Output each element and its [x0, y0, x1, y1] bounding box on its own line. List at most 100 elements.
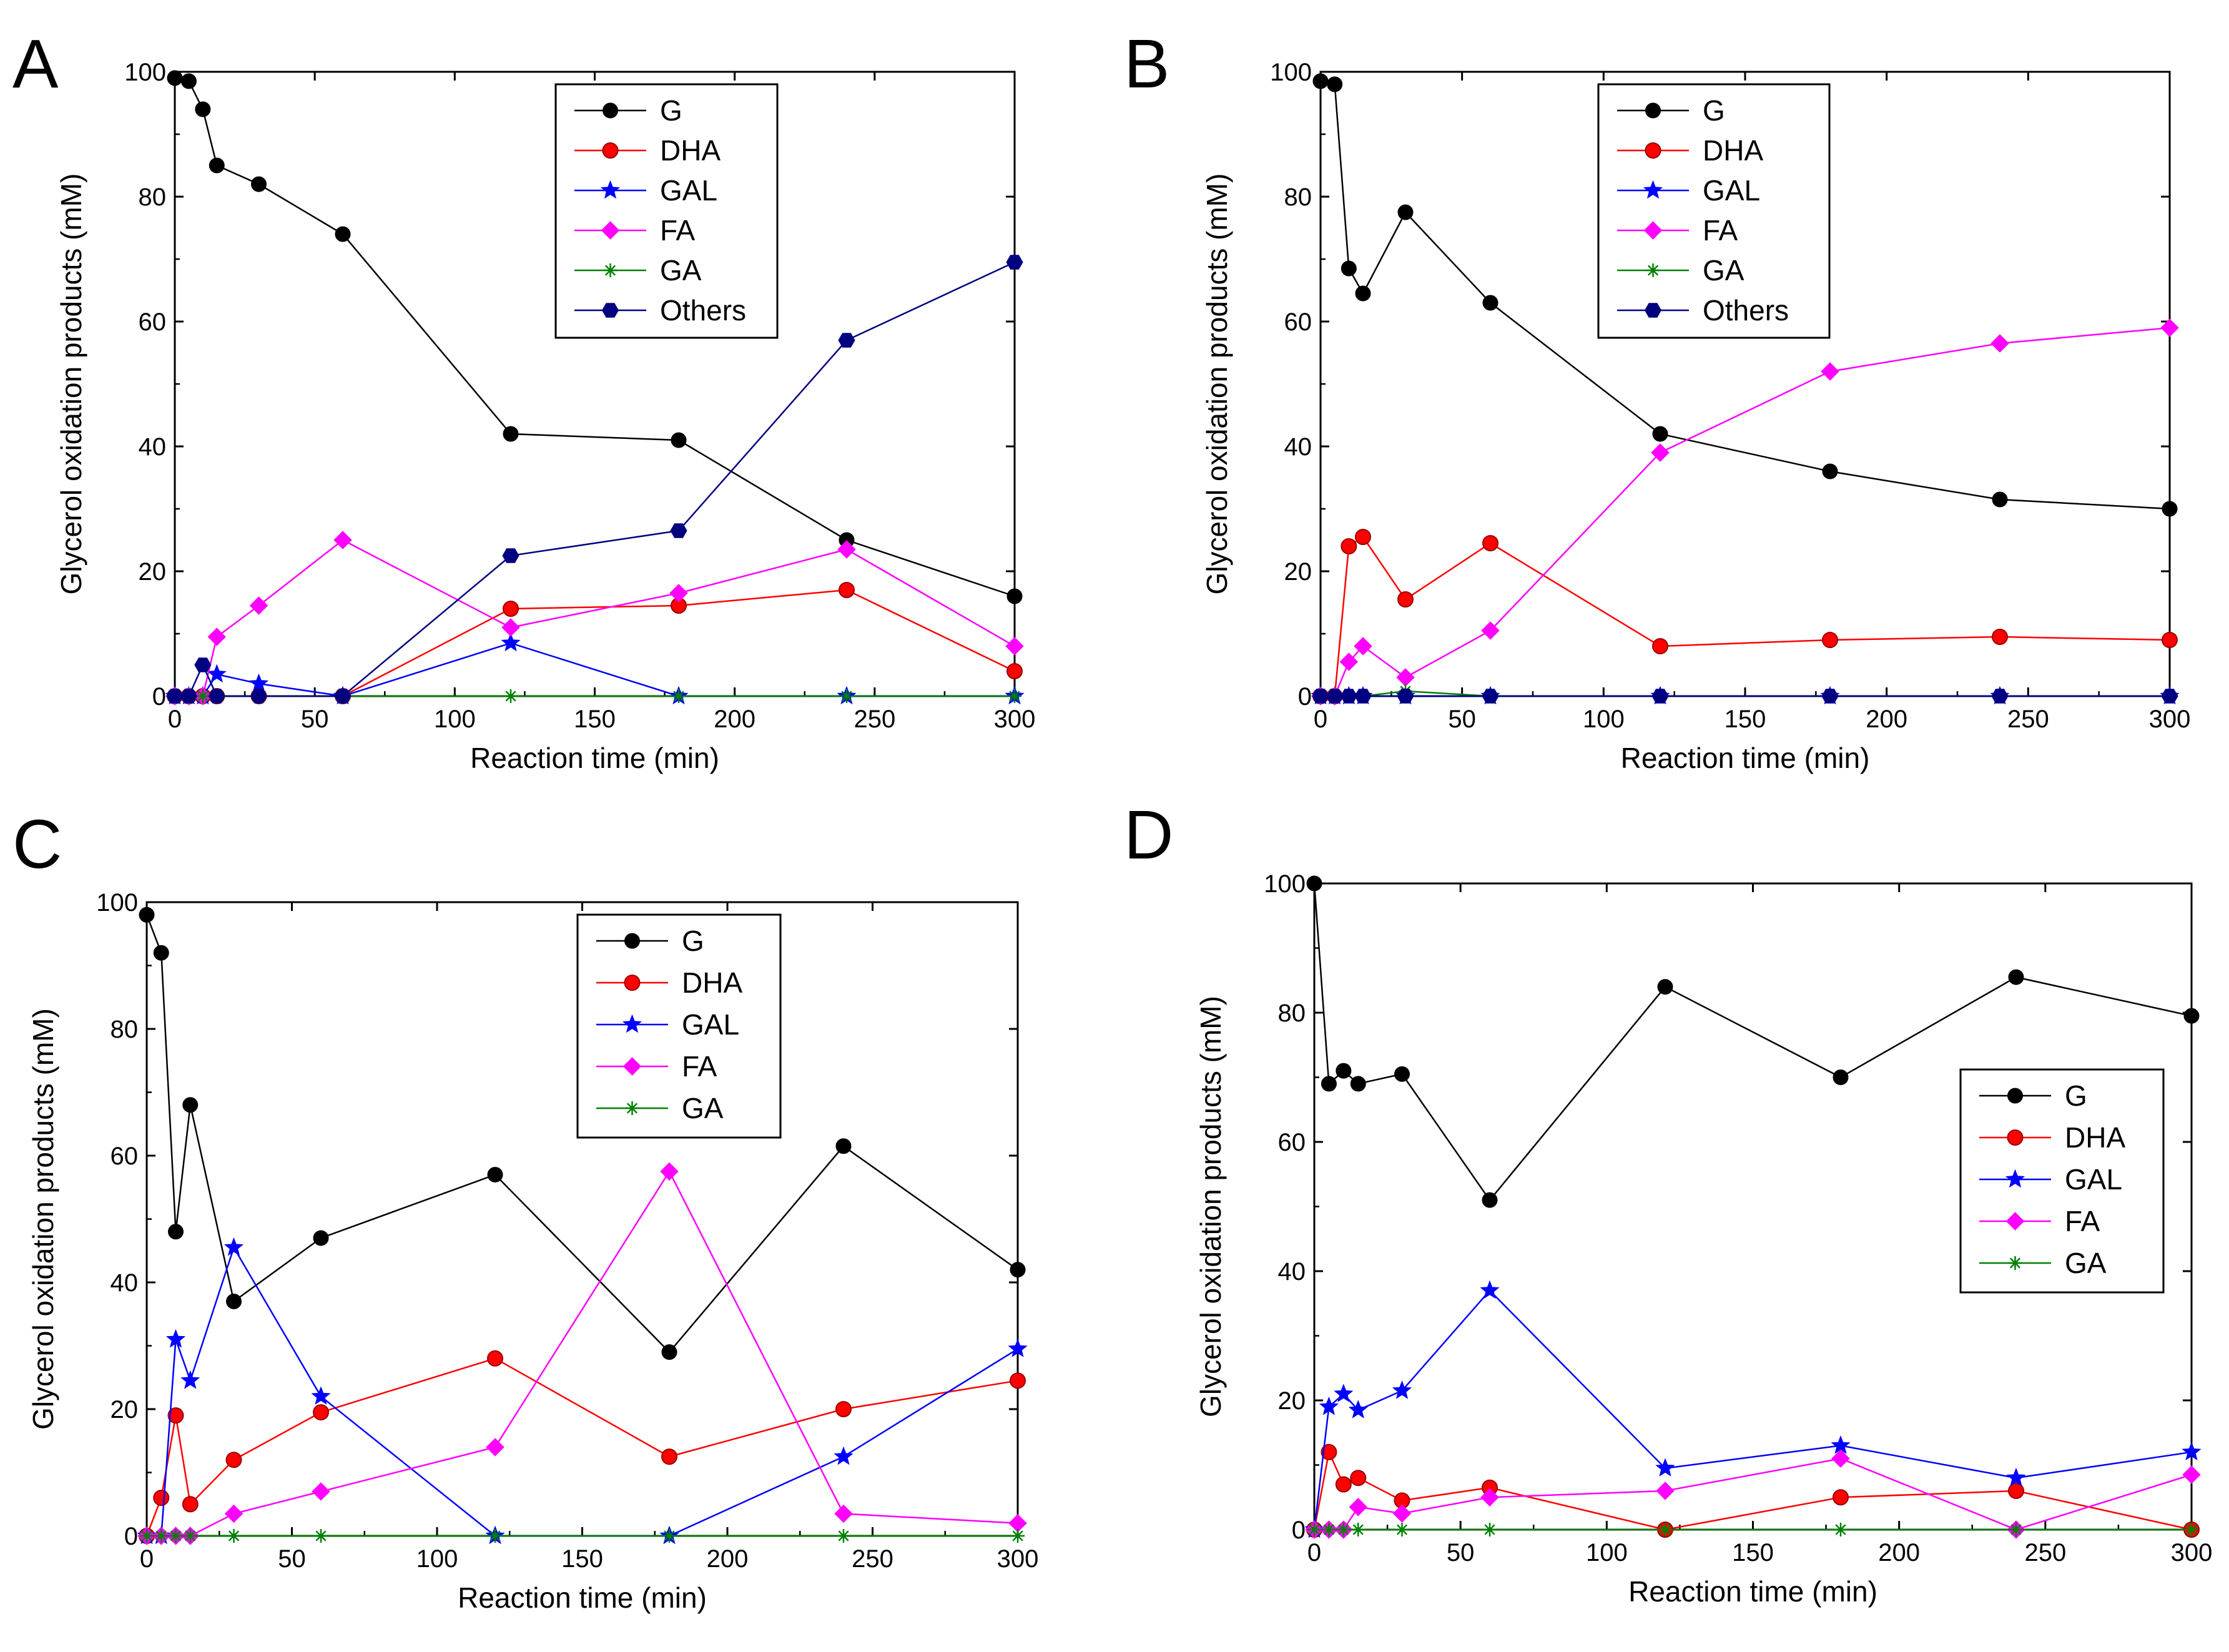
series-g — [167, 70, 1023, 604]
data-point-ga — [488, 1529, 502, 1543]
data-point-g — [209, 157, 225, 174]
y-tick-label: 60 — [1284, 308, 1312, 336]
data-point-dha — [1321, 1443, 1337, 1460]
data-point-ga — [1395, 1523, 1409, 1536]
x-tick-label: 100 — [416, 1545, 458, 1573]
data-point-ga — [837, 1529, 850, 1543]
legend-entry-ga: GA — [1979, 1247, 2107, 1279]
legend-entry-dha: DHA — [1979, 1121, 2125, 1154]
data-point-others — [838, 333, 855, 348]
data-point-others — [1340, 689, 1357, 704]
x-tick-label: 250 — [2024, 1539, 2066, 1566]
legend-label: GA — [660, 254, 702, 287]
legend-label: GA — [1703, 254, 1744, 287]
y-tick-label: 20 — [139, 558, 167, 586]
data-point-gal — [1480, 1280, 1500, 1299]
data-point-others — [1006, 255, 1023, 270]
y-tick-label: 20 — [1278, 1387, 1306, 1415]
legend-entry-ga: GA — [574, 254, 702, 287]
data-point-gal — [1319, 1396, 1339, 1415]
legend-marker-ga — [625, 1101, 639, 1115]
y-axis-title: Glycerol oxidation products (mM) — [27, 1008, 59, 1430]
y-tick-label: 80 — [1284, 184, 1312, 211]
data-point-fa — [1005, 637, 1024, 656]
data-point-ga — [183, 1529, 197, 1543]
data-point-dha — [1397, 591, 1414, 607]
series-line-gal — [1313, 1289, 2192, 1530]
data-point-dha — [1652, 638, 1668, 654]
y-axis-title: Glycerol oxidation products (mM) — [1194, 996, 1227, 1417]
legend-marker-fa — [2005, 1212, 2025, 1231]
legend-marker-others — [601, 303, 619, 318]
legend-marker-ga — [603, 263, 618, 277]
data-point-others — [1326, 689, 1344, 704]
legend-label: GAL — [2065, 1163, 2122, 1196]
y-tick-label: 60 — [139, 308, 167, 336]
data-point-others — [1821, 689, 1839, 704]
data-point-dha — [1010, 1372, 1026, 1389]
data-point-g — [1350, 1076, 1366, 1092]
data-point-g — [1397, 204, 1414, 220]
legend-label: GAL — [660, 174, 717, 207]
data-point-fa — [1821, 362, 1839, 381]
legend-box — [576, 913, 782, 1139]
x-tick-label: 250 — [852, 1545, 893, 1573]
y-tick-label: 40 — [1284, 433, 1312, 461]
legend-entry-g: G — [1617, 94, 1725, 127]
legend-marker-gal — [600, 180, 621, 199]
legend-label: G — [1703, 94, 1725, 127]
legend-entry-others: Others — [1617, 294, 1789, 327]
data-point-others — [2161, 689, 2178, 704]
data-point-dha — [1482, 535, 1498, 551]
x-tick-label: 300 — [2149, 706, 2191, 733]
y-tick-label: 100 — [124, 59, 166, 86]
x-tick-label: 0 — [140, 1545, 154, 1573]
data-point-fa — [2160, 318, 2179, 337]
x-axis-title: Reaction time (min) — [458, 1581, 707, 1614]
data-point-g — [1482, 1192, 1498, 1208]
data-point-ga — [140, 1529, 154, 1543]
data-point-others — [208, 689, 225, 704]
legend-label: DHA — [660, 134, 721, 167]
data-point-ga — [154, 1529, 169, 1543]
x-tick-label: 300 — [997, 1545, 1039, 1573]
legend-marker-dha — [602, 142, 619, 159]
legend-marker-gal — [622, 1014, 642, 1033]
data-point-dha — [1822, 632, 1838, 648]
data-point-ga — [1008, 689, 1021, 703]
data-point-ga — [840, 689, 854, 703]
legend-entry-fa: FA — [574, 214, 696, 247]
series-gal — [1304, 1280, 2202, 1538]
legend-marker-ga — [1646, 263, 1660, 277]
data-point-g — [153, 945, 169, 961]
data-point-gal — [834, 1446, 854, 1465]
y-tick-label: 0 — [124, 1523, 138, 1550]
data-point-others — [1312, 689, 1329, 704]
legend-entry-dha: DHA — [596, 966, 742, 999]
legend-entry-dha: DHA — [574, 134, 721, 167]
data-point-g — [2183, 1008, 2200, 1024]
series-line-dha — [145, 1357, 1018, 1536]
legend-label: FA — [682, 1050, 717, 1083]
data-point-fa — [1831, 1449, 1850, 1468]
data-point-gal — [1655, 1458, 1675, 1477]
data-point-fa — [312, 1482, 330, 1501]
x-tick-label: 0 — [168, 706, 182, 733]
series-line-fa — [1321, 327, 2170, 697]
series-line-g — [1313, 883, 2192, 1202]
y-tick-label: 100 — [96, 889, 138, 917]
data-point-ga — [169, 1529, 183, 1543]
legend-marker-fa — [622, 1057, 642, 1076]
data-point-ga — [1322, 1523, 1336, 1536]
data-point-gal — [501, 632, 521, 652]
data-point-g — [1341, 260, 1357, 277]
data-point-fa — [333, 531, 352, 549]
data-point-fa — [486, 1438, 504, 1457]
data-point-dha — [1833, 1489, 1849, 1506]
data-point-g — [835, 1138, 852, 1154]
legend-entry-gal: GAL — [596, 1008, 739, 1041]
data-point-fa — [1349, 1498, 1367, 1517]
data-point-g — [487, 1166, 503, 1182]
legend-label: GAL — [682, 1008, 739, 1041]
data-point-ga — [1351, 1523, 1365, 1536]
